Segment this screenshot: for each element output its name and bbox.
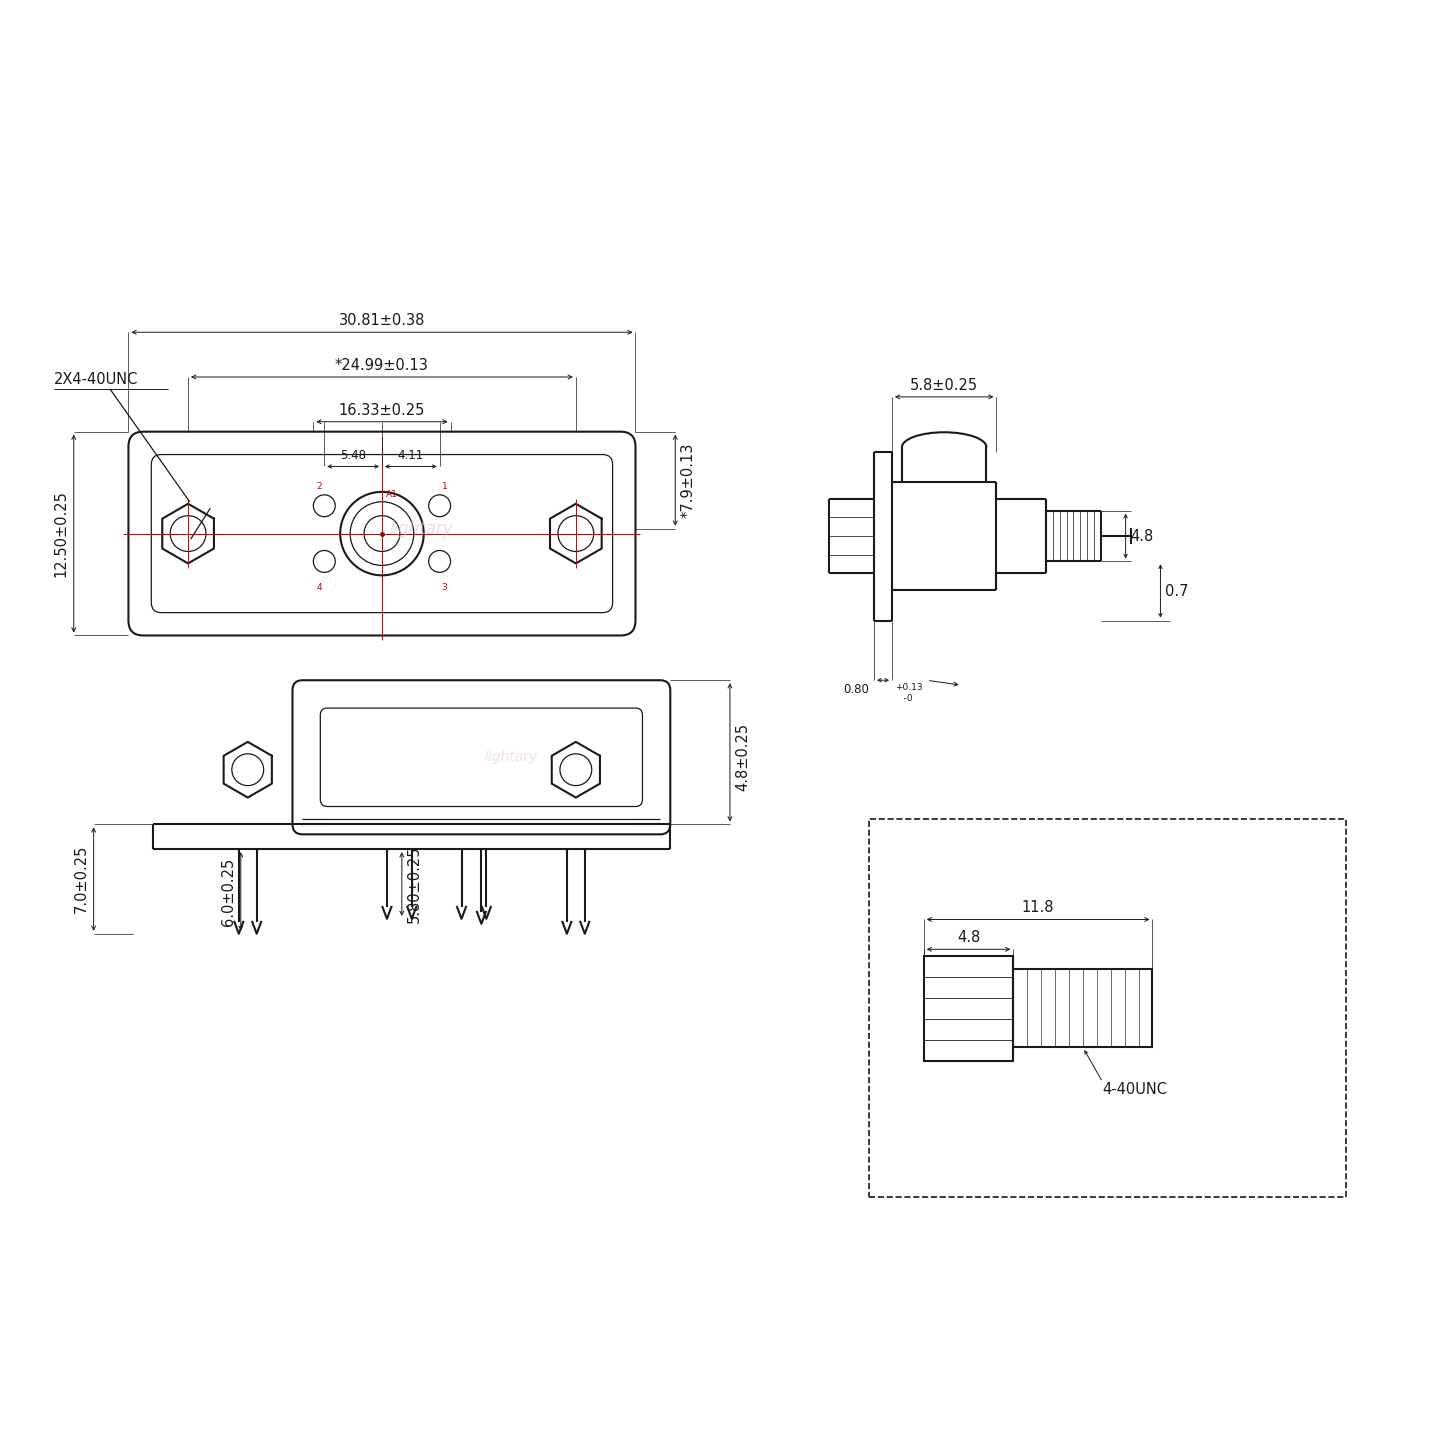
Text: 5.80±0.25: 5.80±0.25 [408,845,422,923]
Text: 7.0±0.25: 7.0±0.25 [73,845,89,913]
Bar [870,819,1346,1197]
Text: 6.0±0.25: 6.0±0.25 [220,857,236,926]
Text: 4.11: 4.11 [397,449,423,462]
Text: 4.8: 4.8 [1130,528,1153,543]
Text: 30.81±0.38: 30.81±0.38 [338,314,425,328]
Text: 5.8±0.25: 5.8±0.25 [910,377,978,393]
Text: *24.99±0.13: *24.99±0.13 [336,359,429,373]
Text: 2: 2 [317,482,323,491]
Text: 4-40UNC: 4-40UNC [1103,1083,1168,1097]
Text: 2X4-40UNC: 2X4-40UNC [53,372,138,387]
Bar [924,956,1014,1060]
Text: 4.8±0.25: 4.8±0.25 [734,723,750,792]
Text: 5.48: 5.48 [340,449,366,462]
Text: +0.13
   -0: +0.13 -0 [896,683,923,703]
Text: lightary: lightary [485,750,539,765]
Text: 4.8: 4.8 [958,930,981,945]
Text: 11.8: 11.8 [1022,900,1054,916]
Text: 12.50±0.25: 12.50±0.25 [53,490,69,577]
Text: 4: 4 [317,583,323,592]
Text: *7.9±0.13: *7.9±0.13 [680,442,696,518]
Text: 16.33±0.25: 16.33±0.25 [338,403,425,418]
Text: A1: A1 [386,490,397,498]
Text: 0.7: 0.7 [1165,583,1189,599]
Text: 1: 1 [442,482,448,491]
Text: 3: 3 [442,583,448,592]
Bar [1014,969,1152,1047]
Text: 0.80: 0.80 [844,683,870,696]
Text: lightary: lightary [390,520,454,537]
